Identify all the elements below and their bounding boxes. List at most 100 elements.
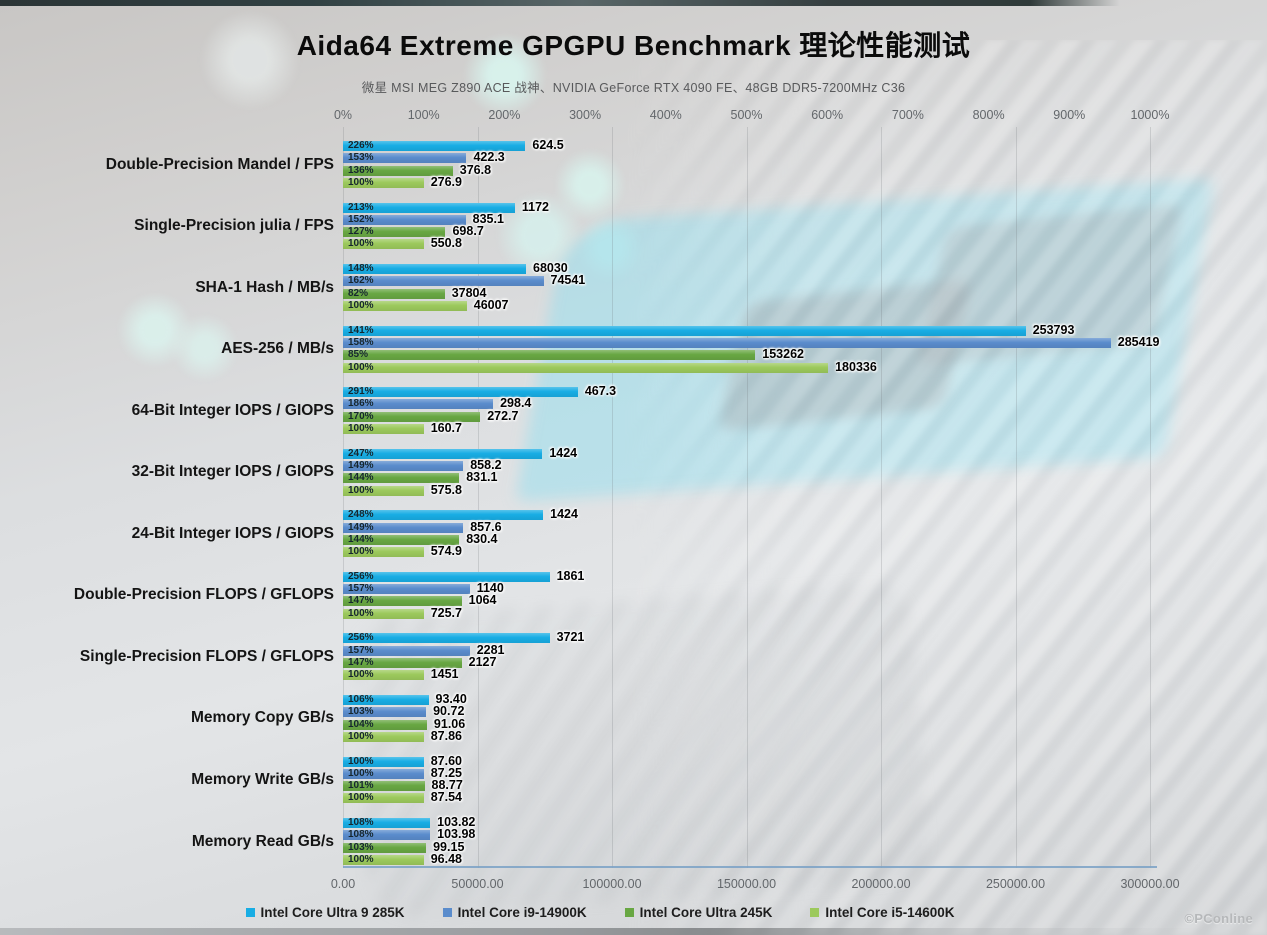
bar-value-label: 103.98 <box>437 827 476 842</box>
bottom-axis-tick: 200000.00 <box>851 877 911 891</box>
category-row: Single-Precision FLOPS / GFLOPS 256% 3721 1… <box>0 631 1267 681</box>
benchmark-bar: 100% 725.7 <box>343 606 462 619</box>
benchmark-bar: 186% 298.4 <box>343 397 531 410</box>
benchmark-bar: 226% 624.5 <box>343 139 564 152</box>
gridline <box>881 127 882 868</box>
top-axis-tick: 1000% <box>1130 108 1170 122</box>
legend-item: Intel Core Ultra 245K <box>624 905 772 920</box>
bottom-axis-tick: 150000.00 <box>716 877 777 891</box>
bar-percent-label: 144% <box>348 472 374 484</box>
bar-value-label: 99.15 <box>433 839 465 854</box>
bar-percent-label: 144% <box>348 533 374 545</box>
benchmark-bar: 148% 68030 <box>343 262 568 275</box>
legend-swatch <box>245 908 255 917</box>
benchmark-bar: 149% 858.2 <box>343 459 502 472</box>
bar-value-label: 272.7 <box>487 408 519 423</box>
benchmark-bar: 100% 575.8 <box>343 483 462 496</box>
category-label: Memory Copy GB/s <box>191 709 334 727</box>
bar-percent-label: 127% <box>348 226 374 238</box>
category-label: Memory Read GB/s <box>191 832 334 850</box>
bottom-axis-tick: 0.00 <box>330 877 356 891</box>
bar-percent-label: 100% <box>348 423 374 435</box>
bar-percent-label: 100% <box>348 730 374 742</box>
legend-item: Intel Core Ultra 9 285K <box>245 905 405 920</box>
bar-percent-label: 170% <box>348 410 374 422</box>
benchmark-bar: 162% 74541 <box>343 274 585 287</box>
top-axis-tick: 0% <box>333 108 353 122</box>
bar-percent-label: 103% <box>348 841 374 853</box>
category-label: Memory Write GB/s <box>191 771 334 788</box>
benchmark-bar: 108% 103.82 <box>343 816 475 829</box>
bar-value-label: 160.7 <box>430 421 462 436</box>
top-axis-tick: 900% <box>1053 108 1086 122</box>
bar-value-label: 1140 <box>476 581 504 596</box>
category-row: Memory Write GB/s 100% 87.60 100% 87.25 101% 8… <box>0 754 1267 804</box>
bar-value-label: 46007 <box>473 297 509 312</box>
benchmark-bar: 106% 93.40 <box>343 692 467 705</box>
benchmark-bar: 100% 550.8 <box>343 237 462 250</box>
background-bottom-shadow <box>0 928 1267 935</box>
bar-percent-label: 100% <box>348 299 374 311</box>
bar-value-label: 1172 <box>521 199 550 214</box>
bar-value-label: 835.1 <box>472 211 504 226</box>
top-axis-tick: 200% <box>488 108 521 122</box>
bar-percent-label: 147% <box>348 656 374 668</box>
bar-percent-label: 162% <box>348 275 374 287</box>
category-row: Memory Copy GB/s 106% 93.40 103% 90.72 104% 91… <box>0 692 1267 742</box>
bar-value-label: 68030 <box>533 261 568 276</box>
benchmark-bar: 101% 88.77 <box>343 779 463 792</box>
bar-value-label: 74541 <box>550 273 586 288</box>
bar-percent-label: 100% <box>348 607 374 619</box>
category-label: Double-Precision Mandel / FPS <box>105 155 334 173</box>
bar-value-label: 1424 <box>550 507 578 522</box>
bar-percent-label: 213% <box>348 201 374 213</box>
bar-value-label: 1064 <box>468 593 497 608</box>
legend-item: Intel Core i9-14900K <box>442 905 587 920</box>
bar-percent-label: 226% <box>348 140 374 151</box>
benchmark-bar: 100% 574.9 <box>343 545 462 558</box>
bar-percent-label: 256% <box>348 570 374 582</box>
benchmark-bar: 100% 87.54 <box>343 791 462 804</box>
bar-percent-label: 100% <box>348 484 374 496</box>
benchmark-bar: 100% 180336 <box>343 360 877 373</box>
bar-percent-label: 100% <box>348 361 374 373</box>
bottom-axis-tick: 50000.00 <box>451 877 504 891</box>
bar-value-label: 87.25 <box>430 765 462 780</box>
category-row: 32-Bit Integer IOPS / GIOPS 247% 1424 149% 8… <box>0 446 1267 496</box>
bar-value-label: 91.06 <box>433 716 466 731</box>
benchmark-bar: 149% 857.6 <box>343 520 502 533</box>
bar-percent-label: 148% <box>348 263 374 275</box>
bar-value-label: 1451 <box>430 667 459 682</box>
benchmark-bar: 157% 2281 <box>343 643 505 656</box>
bar-percent-label: 153% <box>348 152 374 164</box>
bar-value-label: 1861 <box>556 568 585 583</box>
top-axis-tick: 100% <box>407 108 440 122</box>
chart-subtitle: 微星 MSI MEG Z890 ACE 战神、NVIDIA GeForce RT… <box>361 81 906 95</box>
category-row: AES-256 / MB/s 141% 253793 158% 285419 85% 153… <box>0 323 1267 373</box>
benchmark-bar: 85% 153262 <box>343 348 804 361</box>
benchmark-bar: 82% 37804 <box>343 286 486 299</box>
benchmark-bar: 158% 285419 <box>343 335 1159 348</box>
bar-percent-label: 149% <box>348 521 374 533</box>
bar-percent-label: 100% <box>348 238 374 250</box>
bar-percent-label: 247% <box>348 447 374 459</box>
bar-percent-label: 248% <box>348 509 374 521</box>
legend-item: Intel Core i5-14600K <box>810 905 954 920</box>
top-axis-tick: 500% <box>730 108 763 122</box>
benchmark-bar: 141% 253793 <box>343 323 1074 336</box>
benchmark-bar: 291% 467.3 <box>343 385 616 398</box>
bottom-axis-line <box>343 866 1157 868</box>
benchmark-bar: 108% 103.98 <box>343 828 475 841</box>
category-row: Single-Precision julia / FPS 213% 1172 152%… <box>0 200 1267 250</box>
gridline <box>477 127 479 868</box>
bar-percent-label: 186% <box>348 398 374 410</box>
bar-percent-label: 147% <box>348 595 374 607</box>
background-pcb-band <box>350 580 930 920</box>
bar-value-label: 37804 <box>451 285 487 300</box>
benchmark-bar: 213% 1172 <box>343 200 549 213</box>
benchmark-bar: 100% 1451 <box>343 668 459 681</box>
bar-percent-label: 100% <box>348 755 374 767</box>
bar-value-label: 153262 <box>762 347 804 362</box>
bar-value-label: 574.9 <box>430 544 462 559</box>
